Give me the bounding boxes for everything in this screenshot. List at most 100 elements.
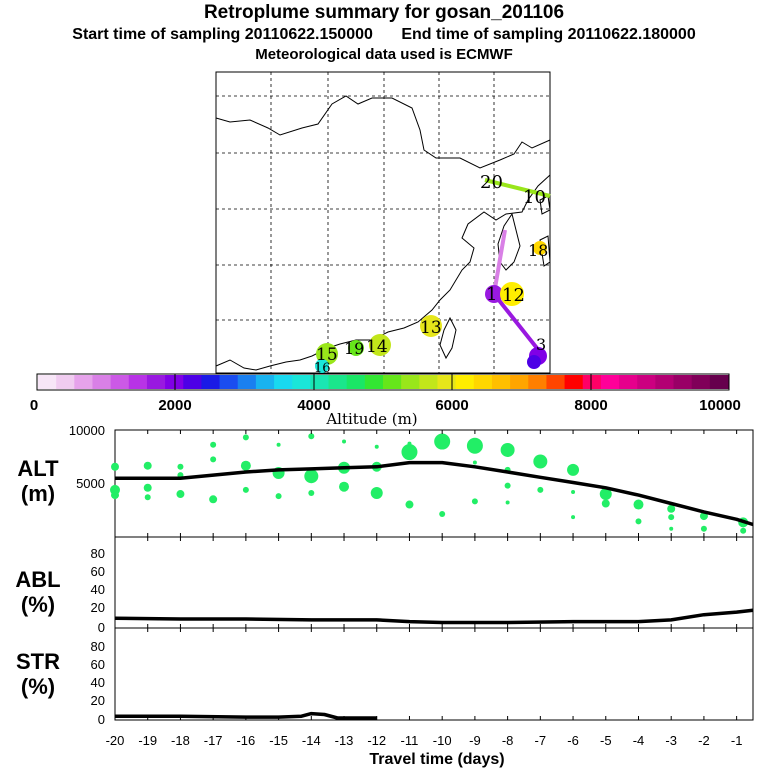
altitude-particle-point: [466, 437, 483, 454]
chart-title: Retroplume summary for gosan_201106: [203, 2, 565, 23]
x-tick-label: -8: [502, 733, 514, 748]
colorbar-cell: [310, 375, 330, 389]
altitude-particle-point: [635, 518, 642, 525]
colorbar-tick: 0: [30, 397, 38, 414]
altitude-particle-point: [370, 487, 383, 499]
altitude-particle-point: [374, 444, 379, 449]
x-tick-label: -2: [698, 733, 710, 748]
altitude-particle-point: [505, 500, 510, 505]
x-tick-label: -20: [106, 733, 125, 748]
end-time-label: End time of sampling 20110622.180000: [401, 26, 696, 43]
x-tick-label: -1: [731, 733, 743, 748]
map-frame: [215, 71, 551, 374]
colorbar-cell: [582, 375, 602, 389]
traj-label-16: 16: [314, 361, 331, 376]
abl-ylabel-name: ABL: [15, 567, 60, 592]
altitude-particle-point: [342, 439, 347, 444]
colorbar-cell: [146, 375, 166, 389]
colorbar-frame: [36, 373, 730, 391]
x-tick-label: -9: [469, 733, 481, 748]
altitude-particle-point: [143, 461, 152, 470]
abl-ytick: 0: [98, 620, 105, 635]
colorbar-cell: [92, 375, 112, 389]
traj-label-19: 19: [344, 339, 364, 358]
altitude-particle-point: [401, 444, 418, 461]
trajectory-map: 20 10 18 1 12 3 13 14 19 15 16: [215, 71, 551, 376]
x-tick-label: -18: [171, 733, 190, 748]
altitude-particle-point: [176, 490, 185, 499]
x-tick-label: -5: [600, 733, 612, 748]
altitude-particle-point: [439, 511, 446, 517]
altitude-particle-point: [242, 434, 249, 441]
x-tick-label: -4: [633, 733, 645, 748]
x-tick-label: -15: [269, 733, 288, 748]
altitude-particle-point: [668, 514, 675, 521]
colorbar-tick: 2000: [158, 397, 191, 414]
colorbar-cell: [128, 375, 148, 389]
colorbar-tick: 8000: [574, 397, 607, 414]
x-axis-title: Travel time (days): [369, 751, 504, 768]
altitude-particle-point: [242, 486, 249, 493]
colorbar-cell: [546, 375, 566, 389]
trajectory-lines: [484, 178, 551, 354]
colorbar-cell: [74, 375, 93, 389]
trajectory-points: [315, 241, 547, 373]
x-tick-label: -19: [138, 733, 157, 748]
colorbar-cell: [437, 375, 457, 389]
abl-ytick: 40: [91, 582, 105, 597]
traj-label-1: 1: [486, 284, 497, 305]
colorbar-cell: [328, 375, 348, 389]
x-tick-label: -12: [367, 733, 386, 748]
traj-label-14: 14: [366, 337, 388, 357]
traj-label-18: 18: [528, 241, 548, 260]
altitude-particle-point: [601, 499, 610, 508]
colorbar-tick: 10000: [699, 397, 741, 414]
alt-ytick: 10000: [69, 423, 105, 438]
str-ytick: 60: [91, 657, 105, 672]
abl-panel-frame: [114, 536, 754, 629]
colorbar-cell: [637, 375, 656, 389]
str-ylabel-name: STR: [16, 649, 60, 674]
str-ytick: 40: [91, 675, 105, 690]
altitude-colorbar: 0 2000 4000 6000 8000 10000 Altitude (m): [30, 373, 741, 428]
x-tick-label: -16: [236, 733, 255, 748]
altitude-particle-point: [537, 486, 544, 493]
colorbar-cell: [473, 375, 493, 389]
abl-ytick: 20: [91, 600, 105, 615]
altitude-particle-point: [111, 491, 119, 500]
altitude-particle-point: [210, 441, 217, 448]
colorbar-cell: [491, 375, 511, 389]
colorbar-cell: [183, 375, 202, 389]
colorbar-cell: [709, 375, 729, 389]
colorbar-cell: [165, 375, 184, 389]
altitude-particle-point: [144, 494, 151, 501]
sampling-time-line: Start time of sampling 20110622.150000 E…: [0, 26, 768, 44]
altitude-particle-point: [669, 526, 674, 531]
colorbar-cell: [564, 375, 584, 389]
x-tick-label: -14: [302, 733, 321, 748]
altitude-particle-point: [143, 483, 152, 492]
colorbar-cell: [383, 375, 402, 389]
colorbar-cell: [600, 375, 620, 389]
start-time-label: Start time of sampling 20110622.150000: [72, 26, 373, 43]
met-data-label: Meteorological data used is ECMWF: [255, 46, 513, 63]
x-tick-label: -11: [401, 733, 419, 748]
colorbar-cell: [419, 375, 438, 389]
str-series-line: [115, 711, 377, 720]
colorbar-cell: [346, 375, 366, 389]
abl-ytick: 60: [91, 564, 105, 579]
str-ytick: 80: [91, 639, 105, 654]
altitude-particle-point: [304, 469, 319, 484]
colorbar-cell: [56, 375, 75, 389]
altitude-particle-point: [308, 433, 315, 440]
altitude-particle-point: [339, 481, 350, 492]
traj-label-15: 15: [316, 345, 338, 365]
x-tick-label: -3: [665, 733, 677, 748]
colorbar-tick: 6000: [435, 397, 468, 414]
str-ytick: 20: [91, 693, 105, 708]
altitude-particle-point: [276, 442, 281, 447]
colorbar-cell: [201, 375, 221, 389]
altitude-particle-point: [700, 525, 707, 532]
altitude-particle-point: [667, 504, 676, 513]
altitude-particle-point: [407, 441, 412, 446]
